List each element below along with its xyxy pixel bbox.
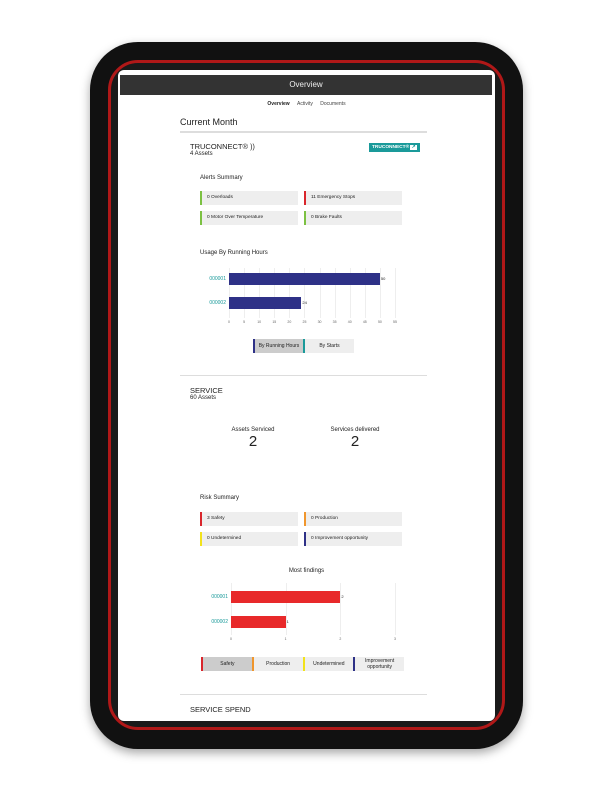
gridline (304, 268, 306, 318)
data-label: 2 (341, 594, 344, 599)
risk-card: 3 Safety (200, 512, 298, 526)
divider (180, 375, 427, 376)
risk-card: 0 Undetermined (200, 532, 298, 546)
x-tick-label: 25 (302, 320, 307, 324)
category-label[interactable]: 000001 (211, 594, 228, 600)
x-tick-label: 20 (287, 320, 292, 324)
gridline (364, 268, 366, 318)
x-tick-label: 10 (257, 320, 262, 324)
risk-filter-button[interactable]: Undetermined (302, 657, 354, 671)
alert-card: 0 Brake Faults (304, 211, 402, 225)
category-label[interactable]: 000002 (211, 619, 228, 625)
alert-card: 0 Overloads (200, 191, 298, 205)
kpi-value: 2 (248, 433, 258, 450)
x-tick-label: 0 (228, 320, 230, 324)
kpi-value: 2 (350, 433, 360, 450)
by-starts-button[interactable]: By Starts (303, 339, 354, 353)
service-title: SERVICE (190, 386, 223, 395)
tab-overview[interactable]: Overview (267, 101, 290, 107)
gridline (274, 268, 276, 318)
service-spend-title: SERVICE SPEND (190, 705, 251, 714)
x-tick-label: 15 (272, 320, 277, 324)
alert-card: 0 Motor Over Temperature (200, 211, 298, 225)
tab-documents[interactable]: Documents (320, 101, 346, 107)
external-link-icon: ↗ (410, 145, 417, 150)
rss-icon[interactable]: )) (250, 144, 255, 151)
bar[interactable] (231, 616, 286, 628)
page-title: Current Month (180, 117, 238, 127)
gridline (285, 583, 287, 635)
kpi-assets-serviced: Assets Serviced 2 (213, 427, 293, 450)
x-tick-label: 0 (230, 637, 232, 641)
gridline (379, 268, 381, 318)
bar[interactable] (231, 591, 341, 603)
bar[interactable] (229, 297, 302, 309)
risk-filter-button[interactable]: Production (251, 657, 303, 671)
x-tick-label: 1 (284, 637, 287, 641)
divider (180, 131, 427, 133)
gridline (395, 583, 396, 635)
tab-bar: Overview Activity Documents (118, 101, 495, 107)
gridline (319, 268, 321, 318)
category-label[interactable]: 000001 (209, 276, 226, 282)
category-label[interactable]: 000002 (209, 300, 226, 306)
gridline (229, 268, 230, 318)
by-running-hours-button[interactable]: By Running Hours (253, 339, 303, 353)
findings-chart-title: Most findings (288, 568, 325, 574)
x-tick-label: 55 (393, 320, 397, 324)
x-tick-label: 50 (377, 320, 382, 324)
data-label: 50 (380, 276, 386, 281)
x-tick-label: 45 (362, 320, 367, 324)
usage-toggle: By Running Hours By Starts (253, 339, 354, 353)
gridline (231, 583, 232, 635)
kpi-services-delivered: Services delivered 2 (315, 427, 395, 450)
badge-text: TRUCONNECT® (372, 145, 410, 150)
risk-filter: Safety Production Undetermined Improvement … (201, 657, 404, 671)
truconnect-title-text: TRUCONNECT® (190, 142, 249, 151)
gridline (334, 268, 336, 318)
gridline (340, 583, 342, 635)
gridline (244, 268, 246, 318)
alert-card: 11 Emergency Stops (304, 191, 402, 205)
x-tick-label: 5 (243, 320, 246, 324)
screen: Overview Overview Activity Documents Cur… (118, 70, 495, 721)
gridline (289, 268, 291, 318)
gridline (349, 268, 351, 318)
x-tick-label: 35 (332, 320, 337, 324)
x-tick-label: 40 (347, 320, 352, 324)
bar[interactable] (229, 273, 380, 285)
divider (180, 694, 427, 695)
gridline (259, 268, 261, 318)
alerts-summary-title: Alerts Summary (200, 175, 243, 181)
truconnect-assets: 4 Assets (190, 151, 213, 157)
tab-activity[interactable]: Activity (297, 101, 313, 107)
risk-card: 0 Improvement opportunity (304, 532, 402, 546)
risk-filter-button[interactable]: Improvement opportunity (353, 657, 404, 671)
data-label: 1 (286, 619, 289, 624)
risk-summary-title: Risk Summary (200, 495, 240, 501)
service-assets: 60 Assets (190, 395, 217, 401)
x-tick-label: 30 (317, 320, 322, 324)
x-tick-label: 3 (394, 637, 396, 641)
truconnect-link-button[interactable]: TRUCONNECT® ↗ (369, 143, 420, 152)
data-label: 24 (302, 300, 307, 305)
kpi-label: Assets Serviced (231, 427, 275, 433)
truconnect-title: TRUCONNECT® )) (190, 142, 255, 151)
risk-card: 0 Production (304, 512, 402, 526)
risk-filter-button[interactable]: Safety (201, 657, 252, 671)
kpi-label: Services delivered (330, 427, 380, 433)
x-tick-label: 2 (339, 637, 342, 641)
header-bar: Overview (120, 75, 492, 95)
usage-chart-title: Usage By Running Hours (200, 250, 268, 256)
gridline (395, 268, 396, 318)
